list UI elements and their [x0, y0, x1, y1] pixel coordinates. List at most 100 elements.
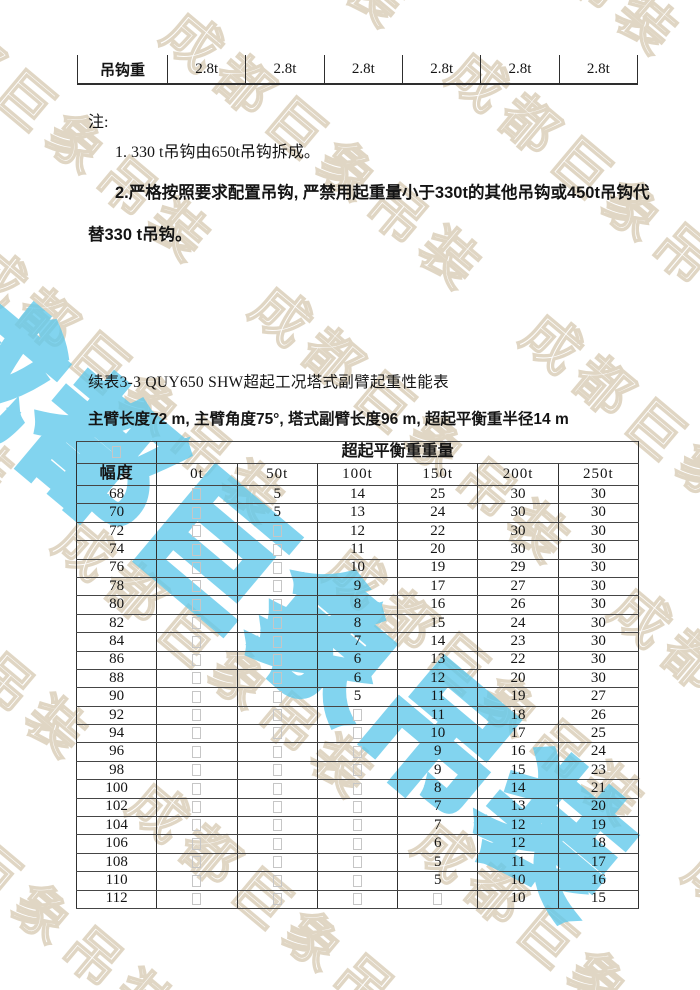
placeholder-box	[272, 580, 282, 593]
load-cell	[156, 816, 238, 836]
load-cell: 13	[397, 650, 479, 670]
load-cell	[236, 650, 318, 670]
load-cell	[236, 852, 318, 873]
load-cell: 19	[397, 558, 479, 578]
load-cell: 30	[557, 613, 640, 634]
radius-cell: 76	[75, 558, 158, 578]
radius-cell: 106	[75, 834, 158, 854]
hook-weight-label: 吊钩重	[77, 55, 167, 83]
placeholder-box	[192, 580, 202, 593]
load-cell: 30	[557, 668, 640, 689]
placeholder-box	[352, 782, 362, 795]
performance-table-body: 68 5 14 25 30 30 70 5 13 24 30 30 72 12 22 30 30 74 11 20 30…	[75, 484, 640, 909]
placeholder-box	[352, 801, 362, 814]
load-cell	[156, 705, 238, 726]
column-header: 50t	[236, 463, 318, 486]
load-cell: 9	[316, 576, 399, 597]
load-cell	[316, 760, 399, 781]
radius-cell: 72	[75, 521, 158, 542]
column-header: 0t	[156, 463, 238, 486]
placeholder-box	[272, 598, 282, 611]
load-cell	[156, 595, 238, 615]
load-cell: 16	[397, 595, 479, 615]
placeholder-box	[192, 782, 202, 795]
load-cell	[236, 632, 318, 652]
load-cell: 7	[316, 632, 399, 652]
placeholder-box	[272, 856, 282, 869]
load-cell	[236, 797, 318, 818]
placeholder-box	[192, 856, 202, 869]
load-cell	[316, 834, 399, 854]
radius-cell: 68	[75, 484, 158, 505]
load-cell	[236, 521, 318, 542]
radius-cell: 82	[75, 613, 158, 634]
column-header: 250t	[557, 463, 640, 486]
load-cell: 15	[397, 613, 479, 634]
load-cell: 6	[316, 668, 399, 689]
load-cell	[316, 724, 399, 744]
load-cell: 20	[397, 540, 479, 560]
table-row: 106 6 12 18	[75, 834, 640, 854]
load-cell	[156, 779, 238, 799]
placeholder-box	[272, 874, 282, 887]
hook-weight-row: 吊钩重 2.8t 2.8t 2.8t 2.8t 2.8t 2.8t	[77, 55, 638, 85]
load-cell	[236, 834, 318, 854]
load-cell	[156, 632, 238, 652]
placeholder-box	[192, 837, 202, 850]
load-cell	[156, 613, 238, 634]
load-cell: 30	[557, 632, 640, 652]
table-row: 96 9 16 24	[75, 742, 640, 762]
table-row: 80 8 16 26 30	[75, 595, 640, 615]
load-cell	[156, 668, 238, 689]
load-cell: 26	[557, 705, 640, 726]
placeholder-box	[192, 892, 202, 905]
placeholder-box	[192, 561, 202, 574]
load-cell: 25	[557, 724, 640, 744]
load-cell	[156, 760, 238, 781]
placeholder-box	[192, 874, 202, 887]
note-item-1: 1. 330 t吊钩由650t吊钩拆成。	[115, 144, 320, 161]
hook-weight-value: 2.8t	[558, 55, 638, 83]
load-cell: 30	[477, 503, 559, 523]
table-row: 110 5 10 16	[75, 871, 640, 891]
hook-weight-value: 2.8t	[167, 55, 245, 83]
radius-cell: 98	[75, 760, 158, 781]
hook-weight-value: 2.8t	[401, 55, 480, 83]
load-cell: 15	[477, 760, 559, 781]
radius-cell: 108	[75, 852, 158, 873]
placeholder-box	[192, 635, 202, 648]
load-cell	[316, 816, 399, 836]
hook-weight-value: 2.8t	[323, 55, 402, 83]
load-cell: 18	[557, 834, 640, 854]
load-cell: 10	[477, 871, 559, 891]
load-cell	[236, 613, 318, 634]
note-item-2-line-2: 替330 t吊钩。	[88, 226, 192, 244]
load-cell: 29	[477, 558, 559, 578]
placeholder-box	[272, 525, 282, 538]
load-cell: 5	[397, 852, 479, 873]
load-cell: 30	[477, 540, 559, 560]
load-cell: 9	[397, 742, 479, 762]
placeholder-box	[112, 446, 122, 459]
load-cell	[236, 871, 318, 891]
load-cell: 23	[477, 632, 559, 652]
radius-cell: 74	[75, 540, 158, 560]
load-cell: 14	[477, 779, 559, 799]
radius-cell: 110	[75, 871, 158, 891]
table-subtitle: 主臂长度72 m, 主臂角度75°, 塔式副臂长度96 m, 超起平衡重半径14…	[88, 411, 569, 428]
placeholder-box	[192, 525, 202, 538]
placeholder-box	[352, 819, 362, 832]
load-cell	[156, 540, 238, 560]
group-header-row: 超起平衡重重量	[75, 441, 639, 464]
placeholder-box	[192, 488, 202, 501]
table-row: 88 6 12 20 30	[75, 668, 640, 689]
load-cell: 26	[477, 595, 559, 615]
load-cell	[316, 779, 399, 799]
load-cell: 23	[557, 760, 640, 781]
load-cell: 7	[397, 797, 479, 818]
table-row: 76 10 19 29 30	[75, 558, 640, 578]
load-cell: 24	[477, 613, 559, 634]
load-cell: 11	[316, 540, 399, 560]
placeholder-box	[192, 617, 202, 630]
load-cell: 7	[397, 816, 479, 836]
